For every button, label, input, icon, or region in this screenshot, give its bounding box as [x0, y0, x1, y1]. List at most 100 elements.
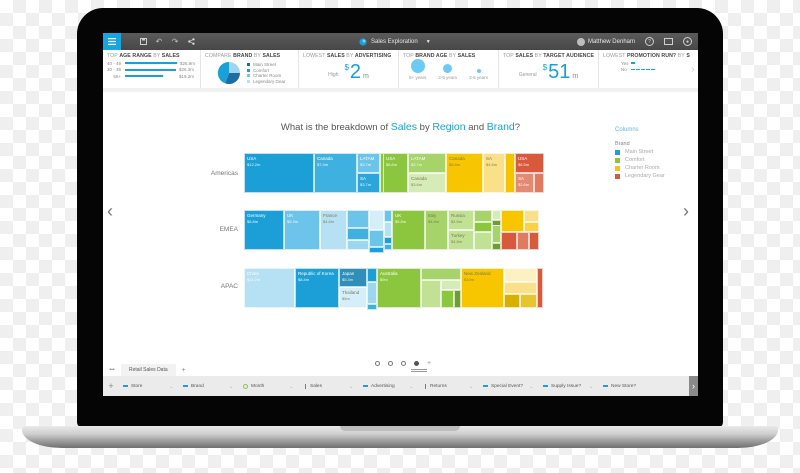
treemap-cell[interactable] — [441, 280, 461, 290]
treemap-cell[interactable] — [421, 280, 441, 308]
treemap-cell[interactable] — [369, 247, 384, 253]
field-brand[interactable]: Brand ⌄ — [179, 384, 239, 389]
undo-button[interactable]: ↶ — [151, 33, 167, 50]
treemap-cell[interactable] — [454, 290, 461, 308]
treemap-cell[interactable]: Turkey $4.8m — [448, 230, 474, 250]
card-compare-brand[interactable]: COMPARE BRAND BY SALES Main Street Comfo… — [201, 50, 299, 88]
treemap-cell[interactable] — [369, 210, 384, 230]
legend-item[interactable]: Comfort — [615, 157, 665, 163]
treemap-cell[interactable]: Canada $7.4m — [314, 153, 357, 193]
treemap-cell[interactable] — [524, 210, 539, 222]
user-settings-icon[interactable]: ● — [683, 37, 692, 46]
treemap-cell[interactable]: Thailand $5m — [339, 287, 367, 308]
add-tab-button[interactable]: + — [181, 366, 186, 374]
treemap-cell[interactable] — [367, 304, 377, 310]
treemap-cell[interactable]: SA $4.6m — [483, 153, 505, 193]
field-new-store[interactable]: New Store? — [599, 384, 659, 389]
treemap-cell[interactable]: Germany $6.8m — [244, 210, 284, 250]
treemap-cell[interactable] — [517, 232, 529, 250]
treemap-cell[interactable] — [474, 210, 492, 222]
card-age-range[interactable]: TOP AGE RANGE BY SALES 40 - 49 $26.9m 30 … — [103, 50, 201, 88]
treemap-cell[interactable]: LATAM $3.7m — [357, 153, 380, 173]
treemap-cell[interactable]: USA $6.5m — [515, 153, 544, 173]
field-month[interactable]: Month ⌄ — [239, 383, 299, 389]
next-chart-button[interactable]: › — [683, 201, 689, 222]
treemap-cell[interactable]: New Zealand $10m — [461, 268, 504, 308]
treemap-cell[interactable] — [492, 225, 501, 243]
treemap-cell[interactable] — [384, 210, 392, 222]
treemap-cell[interactable]: UK $5.8m — [392, 210, 425, 250]
field-returns[interactable]: Returns ⌄ — [419, 383, 479, 389]
treemap-cell[interactable]: Russia $4.6m — [448, 210, 474, 230]
field-special-event[interactable]: Special Event? ⌄ — [479, 384, 539, 389]
prev-chart-button[interactable]: ‹ — [107, 201, 113, 222]
treemap-cell[interactable] — [504, 282, 537, 294]
treemap-cell[interactable]: Republic of Korea $8.4m — [295, 268, 339, 308]
legend-title[interactable]: Columns — [615, 127, 639, 133]
tab-retail-sales-data[interactable]: Retail Sales Data — [121, 364, 176, 376]
card-target-audience[interactable]: TOP SALES BY TARGET AUDIENCE General $51 m — [499, 50, 599, 88]
add-field-button[interactable]: + — [108, 381, 114, 391]
screen-icon[interactable] — [664, 38, 673, 45]
treemap-cell[interactable]: LATAM $3.7m — [408, 153, 446, 173]
help-icon[interactable]: ? — [645, 37, 654, 46]
field-advertising[interactable]: Advertising ⌄ — [359, 384, 419, 389]
treemap-cell[interactable]: China $11.2m — [244, 268, 295, 308]
treemap-cell[interactable] — [504, 294, 520, 308]
treemap-cell[interactable]: USA $12.2m — [244, 153, 314, 193]
page-dot[interactable] — [388, 361, 393, 366]
cards-next-button[interactable]: › — [688, 50, 698, 88]
treemap-cell[interactable] — [474, 232, 492, 250]
treemap-cell[interactable] — [347, 240, 369, 250]
treemap-cell[interactable] — [504, 268, 537, 282]
legend-item[interactable]: Charter Room — [615, 165, 665, 171]
treemap-americas[interactable]: USA $12.2m Canada $7.4m LATAM $3.7m SA $3.7m USA… — [244, 153, 544, 193]
treemap-cell[interactable] — [492, 243, 501, 250]
treemap-cell[interactable] — [347, 228, 369, 240]
treemap-cell[interactable] — [501, 210, 524, 232]
save-button[interactable] — [135, 33, 151, 50]
more-tabs-button[interactable]: ••• — [109, 367, 115, 373]
share-button[interactable] — [183, 33, 199, 50]
drag-handle[interactable] — [411, 369, 427, 372]
card-promotion-run[interactable]: LOWEST PROMOTION RUN? BY S Yes No › — [599, 50, 698, 88]
field-store[interactable]: Store ⌄ — [119, 384, 179, 389]
card-brand-age[interactable]: TOP BRAND AGE BY SALES 5+ years 2-5 year… — [399, 50, 499, 88]
legend-item[interactable]: Main Street — [615, 149, 665, 155]
exploration-title-dropdown[interactable]: Sales Exploration ▼ — [359, 33, 431, 50]
field-supply-issue[interactable]: Supply Issue? ⌄ — [539, 384, 599, 389]
treemap-cell[interactable] — [520, 294, 537, 308]
treemap-cell[interactable] — [474, 222, 492, 232]
treemap-cell[interactable] — [534, 173, 544, 193]
legend-item[interactable]: Legendary Gear — [615, 173, 665, 179]
treemap-cell[interactable] — [492, 210, 501, 220]
treemap-cell[interactable] — [369, 230, 384, 247]
treemap-cell[interactable] — [441, 290, 454, 308]
treemap-cell[interactable]: France $4.8m — [320, 210, 347, 250]
treemap-cell[interactable]: SA $3.7m — [357, 173, 380, 193]
treemap-cell[interactable] — [367, 282, 377, 304]
card-lowest-sales-advertising[interactable]: LOWEST SALES BY ADVERTISING High $2 m — [299, 50, 399, 88]
treemap-cell[interactable] — [384, 244, 392, 250]
treemap-cell[interactable] — [524, 222, 539, 232]
treemap-cell[interactable]: Italy $4.8m — [425, 210, 448, 250]
treemap-cell[interactable] — [384, 237, 392, 244]
treemap-apac[interactable]: China $11.2m Republic of Korea $8.4m Japan $5… — [244, 268, 543, 310]
treemap-cell[interactable]: Canada $5.6m — [446, 153, 483, 193]
treemap-cell[interactable] — [501, 232, 517, 250]
treemap-cell[interactable] — [421, 268, 461, 280]
field-bar-next-button[interactable]: › — [689, 376, 698, 396]
page-dot[interactable] — [401, 361, 406, 366]
treemap-cell[interactable]: UK $6.3m — [284, 210, 320, 250]
treemap-cell[interactable] — [347, 210, 369, 228]
treemap-cell[interactable] — [367, 268, 377, 282]
redo-button[interactable]: ↷ — [167, 33, 183, 50]
treemap-cell[interactable]: SA $2.6m — [515, 173, 534, 193]
treemap-cell[interactable] — [505, 153, 515, 193]
user-menu[interactable]: Matthew Denham — [576, 37, 635, 46]
page-dot[interactable] — [375, 361, 380, 366]
treemap-cell[interactable]: Japan $5.3m — [339, 268, 367, 287]
treemap-cell[interactable]: Canada $3.6m — [408, 173, 446, 193]
treemap-cell[interactable] — [384, 222, 392, 237]
field-sales[interactable]: Sales ⌄ — [299, 383, 359, 389]
